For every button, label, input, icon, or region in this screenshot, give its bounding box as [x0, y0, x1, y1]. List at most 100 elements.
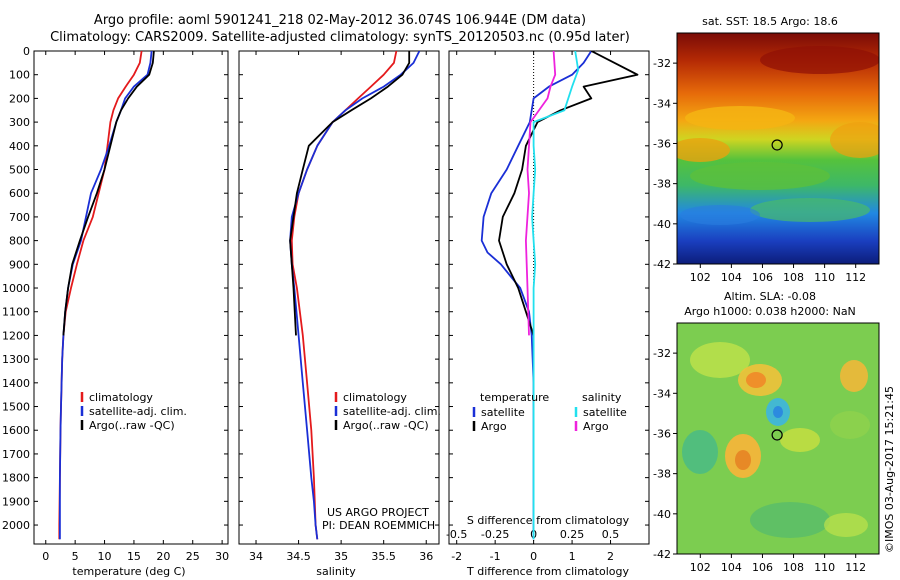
project-label: US ARGO PROJECT: [327, 506, 429, 519]
legend-label: climatology: [343, 391, 407, 404]
sst-map-panel: sat. SST: 18.5 Argo: 18.6 102 104 106 108 11…: [653, 15, 880, 284]
map-x-tick-label: 104: [721, 271, 742, 284]
x-tick-label: 35.5: [371, 550, 396, 563]
legend-salinity-heading: salinity: [582, 391, 622, 404]
x-tick-label: 34.5: [286, 550, 311, 563]
argo-location-marker: [771, 429, 783, 441]
map-y-tick-label: -42: [653, 258, 671, 271]
x-tick-label: 2: [607, 550, 614, 563]
y-tick-label: 1200: [2, 329, 30, 342]
map-x-tick-label: 102: [690, 271, 711, 284]
y-tick-label: 1800: [2, 472, 30, 485]
sla-map-frame: [676, 322, 880, 555]
map-x-tick-label: 104: [721, 561, 742, 574]
pi-label: PI: DEAN ROEMMICH: [322, 519, 435, 532]
y-tick-label: 100: [9, 69, 30, 82]
temperature-plot-frame: [33, 50, 229, 545]
y-tick-label: 1100: [2, 306, 30, 319]
sla-map-subtitle: Argo h1000: 0.038 h2000: NaN: [684, 305, 856, 318]
sla-map-title: Altim. SLA: -0.08: [724, 290, 816, 303]
sst-map-ticks: 102 104 106 108 110 112 -32 -34 -36 -38 -40 -42: [653, 57, 866, 284]
x-tick-label: 20: [156, 550, 170, 563]
temperature-x-label: temperature (deg C): [72, 565, 185, 578]
x-tick-label: 36: [419, 550, 433, 563]
argo-location-marker: [771, 139, 783, 151]
map-x-tick-label: 108: [783, 561, 804, 574]
y-tick-label: 200: [9, 92, 30, 105]
map-y-tick-label: -32: [653, 347, 671, 360]
series-line-argo: [498, 51, 639, 336]
map-x-tick-label: 106: [752, 271, 773, 284]
sst-map-title: sat. SST: 18.5 Argo: 18.6: [702, 15, 838, 28]
x-tick-label: 30: [215, 550, 229, 563]
legend-label: Argo(..raw -QC): [343, 419, 429, 432]
y-tick-label: 900: [9, 258, 30, 271]
series-line-satellite: [531, 51, 580, 540]
map-y-tick-label: -40: [653, 218, 671, 231]
map-y-tick-label: -36: [653, 427, 671, 440]
series-line-argo-raw-qc-: [62, 51, 155, 336]
x-tick-label: 0: [530, 550, 537, 563]
difference-lines: [480, 51, 639, 540]
legend-label: satellite: [481, 406, 525, 419]
x-tick-label: -2: [451, 550, 462, 563]
x2-tick-label: 0.5: [602, 528, 620, 541]
salinity-panel: 34 34.5 35 35.5 36 salinity climatologysatel…: [238, 50, 441, 578]
x-tick-label: 25: [186, 550, 200, 563]
legend-label: Argo(..raw -QC): [89, 419, 175, 432]
series-line-argo: [525, 51, 557, 336]
x-tick-label: 5: [72, 550, 79, 563]
map-x-tick-label: 102: [690, 561, 711, 574]
map-y-tick-label: -34: [653, 387, 671, 400]
map-y-tick-label: -32: [653, 57, 671, 70]
y-tick-label: 0: [23, 45, 30, 58]
legend-temperature-heading: temperature: [480, 391, 549, 404]
map-x-tick-label: 108: [783, 271, 804, 284]
map-y-tick-label: -38: [653, 178, 671, 191]
x-tick-label: 35: [334, 550, 348, 563]
series-line-climatology: [290, 51, 398, 540]
figure-title-line2: Climatology: CARS2009. Satellite-adjuste…: [50, 30, 630, 45]
sla-map-ticks: 102 104 106 108 110 112 -32 -34 -36 -38 -40 -42: [653, 347, 866, 574]
map-x-tick-label: 112: [845, 271, 866, 284]
salinity-lines: [289, 51, 421, 540]
sla-field: [677, 323, 879, 554]
y-tick-label: 800: [9, 235, 30, 248]
timestamp-label: ©IMOS 03-Aug-2017 15:21:45: [883, 386, 896, 553]
map-y-tick-label: -36: [653, 137, 671, 150]
map-x-tick-label: 112: [845, 561, 866, 574]
difference-plot-frame: [448, 50, 650, 545]
difference-legend: temperature salinity satelliteArgosatell…: [472, 391, 627, 433]
sst-field: [677, 33, 879, 264]
legend-label: satellite-adj. clim.: [89, 405, 187, 418]
sst-map-frame: [676, 32, 880, 265]
salinity-axis-ticks: 34 34.5 35 35.5 36: [239, 50, 439, 563]
figure-title-line1: Argo profile: aoml 5901241_218 02-May-20…: [94, 13, 586, 28]
map-y-tick-label: -40: [653, 508, 671, 521]
x-tick-label: -1: [490, 550, 501, 563]
y-tick-label: 1300: [2, 353, 30, 366]
legend-label: satellite-adj. clim.: [343, 405, 441, 418]
series-line-satellite-adj-clim-: [289, 51, 421, 540]
y-tick-label: 500: [9, 164, 30, 177]
difference-axis-ticks: -2 -1 0 1 2-0.5 -0.25 0 0.25 0.5: [446, 50, 649, 563]
x2-tick-label: -0.5: [446, 528, 467, 541]
legend-label: Argo: [481, 420, 507, 433]
y-tick-label: 600: [9, 187, 30, 200]
x-tick-label: 1: [569, 550, 576, 563]
map-y-tick-label: -38: [653, 468, 671, 481]
legend-label: satellite: [583, 406, 627, 419]
series-line-satellite-adj-clim-: [59, 51, 153, 540]
y-tick-label: 400: [9, 140, 30, 153]
y-tick-label: 1500: [2, 401, 30, 414]
x-tick-label: 0: [42, 550, 49, 563]
salinity-plot-frame: [238, 50, 440, 545]
s-difference-label: S difference from climatology: [467, 514, 630, 527]
map-x-tick-label: 106: [752, 561, 773, 574]
temperature-axis-ticks: 0100200300400500600700800900100011001200…: [2, 45, 229, 563]
series-line-argo-raw-qc-: [289, 51, 411, 336]
map-x-tick-label: 110: [814, 561, 835, 574]
x-tick-label: 34: [249, 550, 263, 563]
